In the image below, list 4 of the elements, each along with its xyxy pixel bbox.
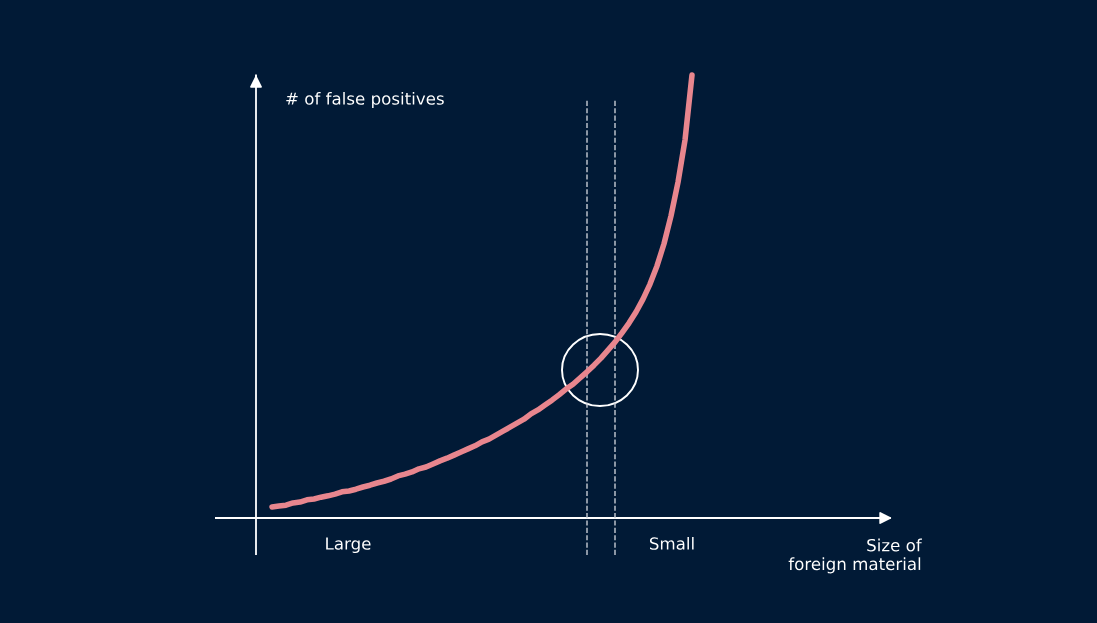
text: Small <box>649 536 694 550</box>
text: Size of foreign material <box>788 538 923 574</box>
text: Large <box>326 537 371 554</box>
y-axis-title: # of false positives <box>286 91 444 109</box>
